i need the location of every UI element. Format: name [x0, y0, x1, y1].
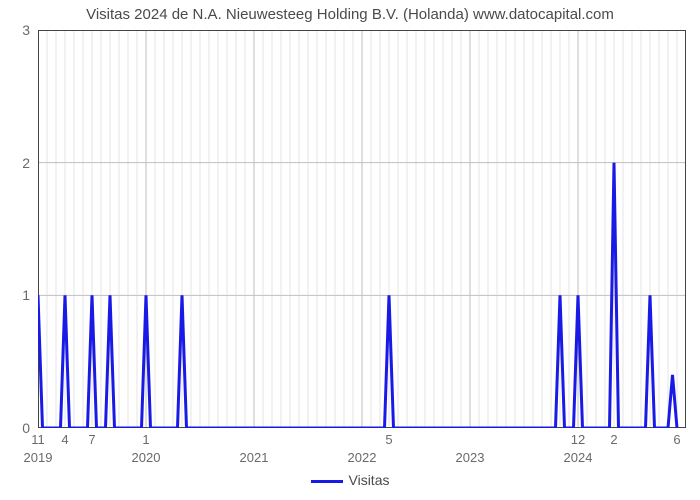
plot-area: 01231147151226201920202021202220232024	[38, 30, 686, 428]
x-annotation: 6	[673, 428, 680, 447]
x-annotation: 2	[610, 428, 617, 447]
x-year-label: 2019	[24, 428, 53, 465]
ytick-label: 1	[22, 287, 38, 303]
ytick-label: 2	[22, 155, 38, 171]
x-year-label: 2020	[132, 428, 161, 465]
x-year-label: 2021	[240, 428, 269, 465]
x-year-label: 2022	[348, 428, 377, 465]
x-annotation: 5	[385, 428, 392, 447]
x-annotation: 4	[61, 428, 68, 447]
chart-container: Visitas 2024 de N.A. Nieuwesteeg Holding…	[0, 0, 700, 500]
ytick-label: 3	[22, 22, 38, 38]
x-year-label: 2024	[564, 428, 593, 465]
legend-label: Visitas	[349, 472, 390, 488]
x-year-label: 2023	[456, 428, 485, 465]
chart-title: Visitas 2024 de N.A. Nieuwesteeg Holding…	[0, 6, 700, 23]
x-annotation: 7	[88, 428, 95, 447]
legend: Visitas	[0, 472, 700, 488]
chart-svg	[38, 30, 686, 428]
legend-swatch	[311, 480, 343, 483]
